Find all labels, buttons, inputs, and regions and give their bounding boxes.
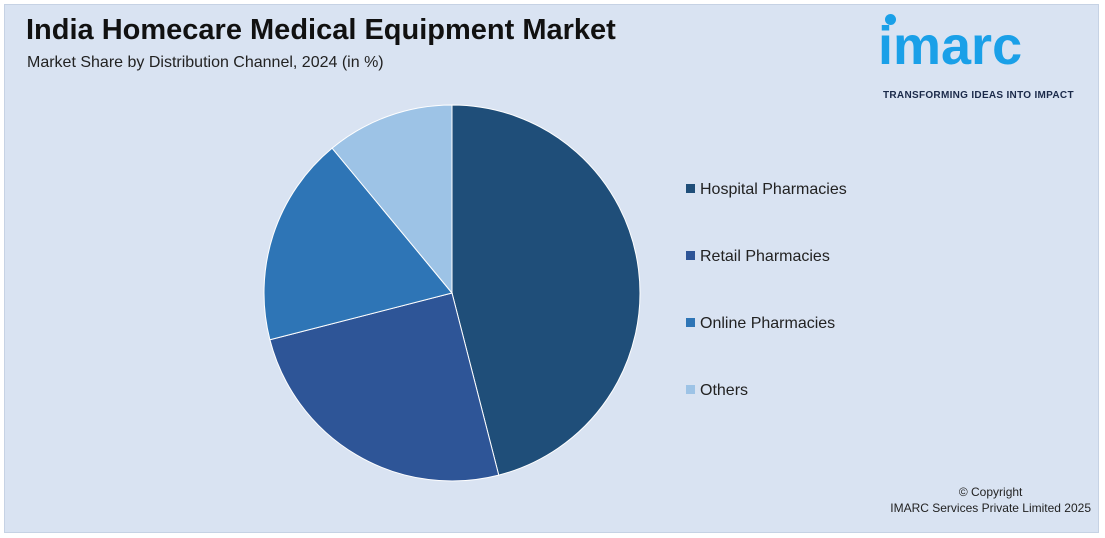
logo-dot-icon [885,14,896,25]
legend-item-others: Others [686,381,748,401]
pie-slice-hospital-pharmacies [451,104,641,476]
legend-swatch [686,318,695,327]
chart-subtitle: Market Share by Distribution Channel, 20… [27,54,384,71]
pie-slice-others [331,104,453,295]
legend-swatch [686,385,695,394]
copyright: © Copyright IMARC Services Private Limit… [890,484,1091,516]
copyright-line-2: IMARC Services Private Limited 2025 [890,501,1091,515]
legend-label: Retail Pharmacies [700,248,830,265]
legend-item-online-pharmacies: Online Pharmacies [686,314,835,334]
legend-label: Hospital Pharmacies [700,181,847,198]
legend-label: Online Pharmacies [700,315,836,332]
copyright-line-1: © Copyright [958,485,1023,499]
pie-slice-online-pharmacies [263,147,453,341]
chart-title: India Homecare Medical Equipment Market [26,14,616,46]
logo-tagline: TRANSFORMING IDEAS INTO IMPACT [883,90,1074,101]
pie-slice-retail-pharmacies [269,292,500,482]
legend-item-hospital-pharmacies: Hospital Pharmacies [686,180,847,200]
imarc-logo: imarc TRANSFORMING IDEAS INTO IMPACT [878,12,1092,108]
logo-wordmark: imarc [878,16,1023,76]
legend-swatch [686,184,695,193]
legend-swatch [686,251,695,260]
legend-item-retail-pharmacies: Retail Pharmacies [686,247,830,267]
legend-label: Others [700,382,749,399]
